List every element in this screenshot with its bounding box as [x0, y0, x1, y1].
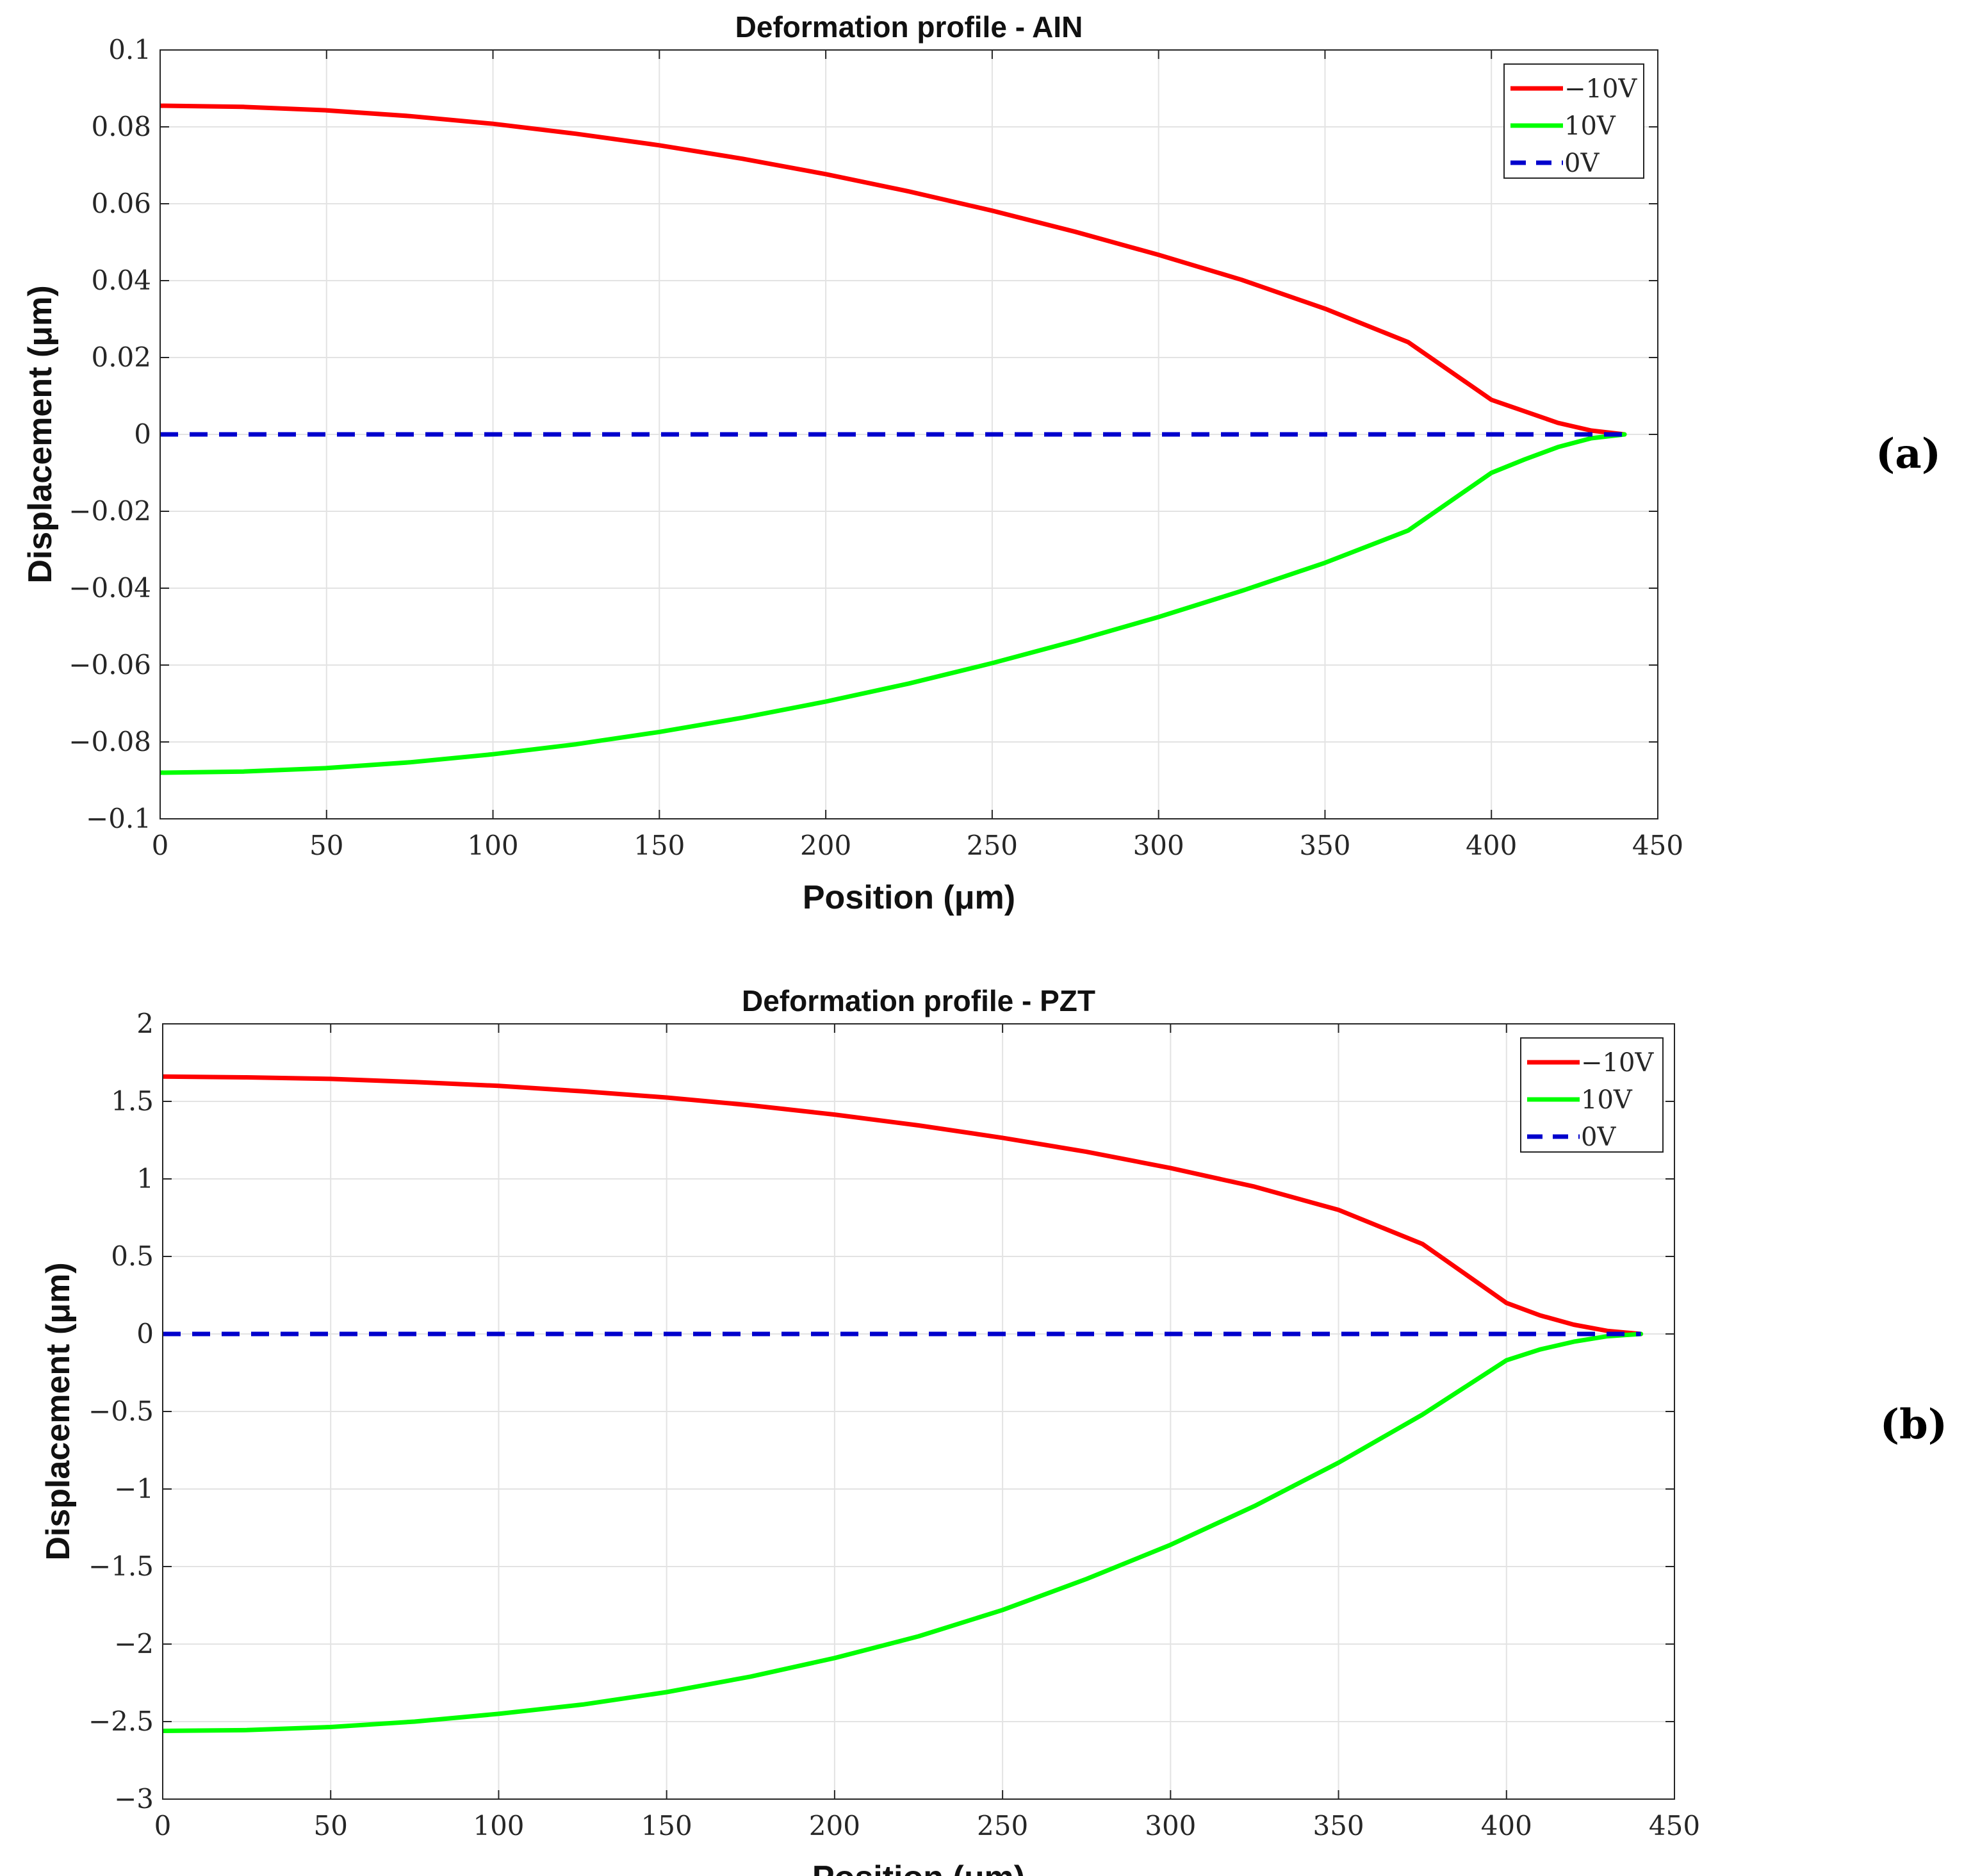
legend-label: 0V	[1564, 149, 1600, 178]
x-tick-label: 200	[800, 830, 851, 861]
x-tick-label: 100	[473, 1810, 524, 1841]
x-tick-label: 300	[1145, 1810, 1196, 1841]
y-tick-label: −1.5	[88, 1551, 154, 1582]
series-line-10v	[160, 432, 1627, 775]
series-line-minus10v	[163, 1074, 1644, 1337]
y-tick-label: 2	[136, 1008, 154, 1039]
chart-panel-a: 0 50 100 150 200 250 300 350 400 450 0.1 0.08 0.06 0.…	[22, 10, 1941, 916]
y-tick-label: −0.02	[69, 495, 151, 527]
x-tick-label: 450	[1649, 1810, 1700, 1841]
x-tick-label: 150	[634, 830, 685, 861]
y-tick-label: 0.5	[111, 1240, 154, 1272]
y-tick-label: −3	[114, 1783, 154, 1814]
x-axis-label: Position (μm)	[803, 879, 1015, 916]
y-tick-label: −0.06	[69, 649, 151, 680]
series-group	[160, 103, 1627, 775]
legend-box	[1520, 1037, 1664, 1153]
x-tick-label: 450	[1632, 830, 1683, 861]
series-group	[163, 1074, 1644, 1733]
legend-label: −10V	[1564, 74, 1637, 104]
y-tick-label: 0.1	[108, 34, 151, 65]
x-tick-label: 0	[152, 830, 169, 861]
x-tick-label: 300	[1133, 830, 1184, 861]
y-tick-label: 1	[136, 1163, 154, 1194]
y-tick-label: −2	[114, 1628, 154, 1659]
legend-label: 10V	[1564, 111, 1616, 141]
plot-frame	[162, 1023, 1675, 1800]
y-tick-label: −0.08	[69, 726, 151, 757]
x-tick-label: 50	[309, 830, 343, 861]
x-tick-label: 150	[641, 1810, 692, 1841]
chart-title: Deformation profile - PZT	[742, 984, 1095, 1017]
legend-label: 10V	[1581, 1085, 1633, 1115]
x-tick-label: 200	[809, 1810, 860, 1841]
x-tick-label: 250	[977, 1810, 1028, 1841]
y-tick-label: 0.08	[91, 111, 151, 142]
legend-label: −10V	[1581, 1048, 1654, 1078]
y-tick-label: −0.5	[88, 1395, 154, 1427]
x-tick-label: 250	[967, 830, 1018, 861]
x-axis-label: Position (μm)	[812, 1859, 1025, 1876]
x-tick-label: 0	[154, 1810, 172, 1841]
y-tick-label: −1	[114, 1473, 154, 1504]
x-tick-label: 50	[313, 1810, 347, 1841]
legend-label: 0V	[1581, 1123, 1616, 1152]
y-tick-label: 0.06	[91, 188, 151, 219]
y-tick-label: 0.02	[91, 341, 151, 373]
legend-box	[1503, 63, 1644, 179]
plot-frame	[160, 49, 1658, 819]
x-tick-label: 350	[1313, 1810, 1364, 1841]
y-tick-label: 0.04	[91, 265, 151, 296]
y-tick-label: −0.1	[86, 803, 151, 834]
y-tick-label: 1.5	[111, 1085, 154, 1117]
y-axis-label: Displacement (μm)	[40, 1262, 77, 1560]
chart-panel-b: 0 50 100 150 200 250 300 350 400 450 2 1.5 1 0.5 0 −0.5…	[40, 984, 1947, 1876]
y-tick-label: −0.04	[69, 572, 151, 604]
x-tick-label: 400	[1466, 830, 1517, 861]
x-tick-label: 350	[1299, 830, 1350, 861]
panel-label: (b)	[1880, 1401, 1947, 1449]
y-axis-label: Displacement (μm)	[22, 285, 59, 583]
y-tick-label: −2.5	[88, 1706, 154, 1737]
y-tick-label: 0	[134, 418, 151, 450]
series-line-10v	[163, 1331, 1644, 1733]
y-tick-label: 0	[136, 1318, 154, 1349]
legend: −10V 10V 0V	[1520, 1037, 1664, 1153]
legend: −10V 10V 0V	[1503, 63, 1644, 179]
x-tick-label: 400	[1481, 1810, 1532, 1841]
chart-title: Deformation profile - AIN	[735, 10, 1083, 44]
x-tick-label: 100	[467, 830, 518, 861]
series-line-minus10v	[160, 103, 1627, 437]
panel-label: (a)	[1876, 430, 1941, 478]
